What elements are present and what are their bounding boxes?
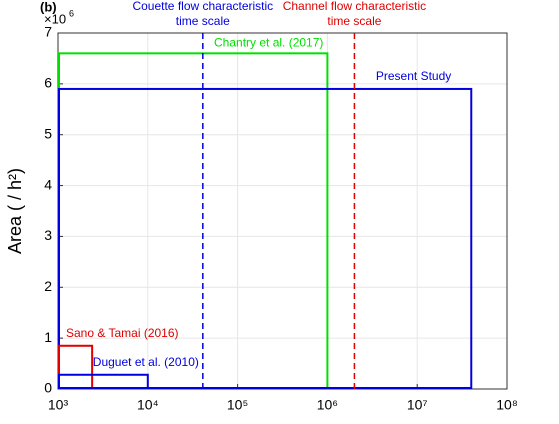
region-label: Chantry et al. (2017) xyxy=(214,36,323,50)
reference-label: Couette flow characteristic xyxy=(132,0,273,13)
x-tick-label: 10⁸ xyxy=(496,397,518,413)
x-tick-label: 10³ xyxy=(48,397,69,413)
reference-label: Channel flow characteristic xyxy=(283,0,426,13)
y-tick-label: 6 xyxy=(44,75,52,91)
x-tick-label: 10⁵ xyxy=(227,397,248,413)
x-tick-label: 10⁶ xyxy=(317,397,338,413)
plot-area xyxy=(58,33,507,389)
reference-label: time scale xyxy=(176,14,230,28)
y-tick-label: 0 xyxy=(44,380,52,396)
x-tick-label: 10⁴ xyxy=(137,397,159,413)
region-label: Duguet et al. (2010) xyxy=(93,355,199,369)
y-tick-label: 4 xyxy=(44,176,52,192)
y-multiplier-exponent: 6 xyxy=(69,8,74,18)
region xyxy=(58,373,149,390)
region xyxy=(58,87,473,389)
region-label: Sano & Tamai (2016) xyxy=(66,326,179,340)
panel-label: (b) xyxy=(40,0,57,14)
region-label: Present Study xyxy=(376,69,451,83)
x-tick-label: 10⁷ xyxy=(407,397,428,413)
y-multiplier: ×10 xyxy=(44,11,66,26)
y-tick-label: 7 xyxy=(44,24,52,40)
y-tick-label: 3 xyxy=(44,227,52,243)
reference-label: time scale xyxy=(327,14,381,28)
y-tick-label: 5 xyxy=(44,125,52,141)
y-tick-label: 1 xyxy=(44,329,52,345)
y-tick-label: 2 xyxy=(44,278,52,294)
y-axis-label: Area ( / h²) xyxy=(5,168,25,254)
